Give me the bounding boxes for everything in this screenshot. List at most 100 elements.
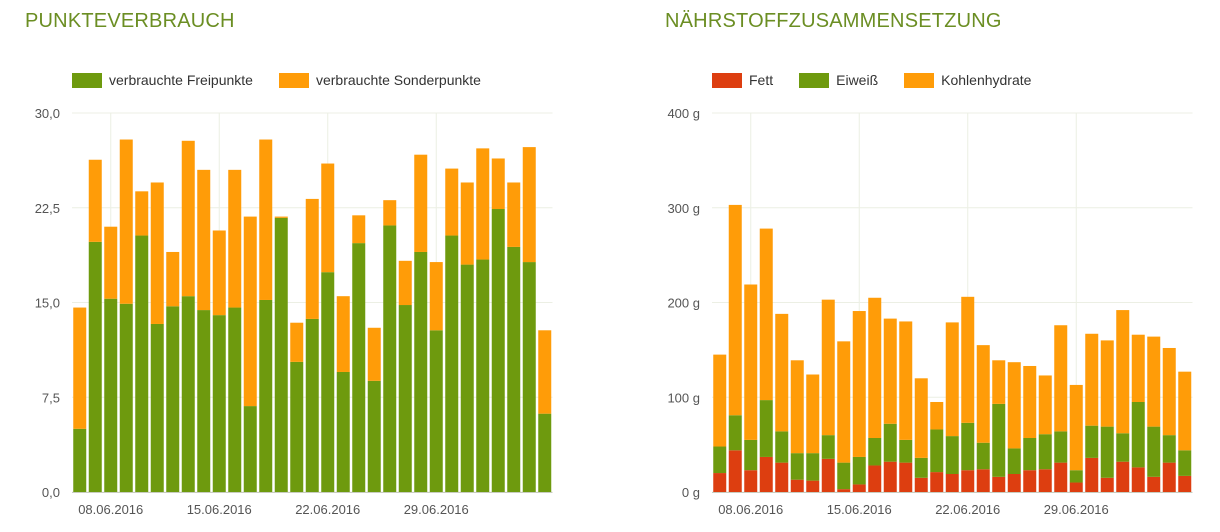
naehrstoff-bar-kohlenhydrate-6[interactable]: [806, 374, 820, 454]
naehrstoff-bar-eiweiß-23[interactable]: [1069, 470, 1083, 483]
naehrstoff-bar-kohlenhydrate-17[interactable]: [976, 345, 990, 443]
punkte-bar-verbrauchte-sonderpunkte-23[interactable]: [429, 262, 443, 331]
naehrstoff-bar-kohlenhydrate-29[interactable]: [1162, 347, 1176, 436]
naehrstoff-bar-fett-9[interactable]: [852, 484, 866, 492]
naehrstoff-bar-fett-20[interactable]: [1023, 470, 1037, 492]
naehrstoff-bar-eiweiß-4[interactable]: [775, 431, 789, 463]
punkte-bar-verbrauchte-freipunkte-13[interactable]: [274, 217, 288, 492]
punkte-bar-verbrauchte-freipunkte-25[interactable]: [460, 264, 474, 492]
punkte-bar-verbrauchte-freipunkte-15[interactable]: [305, 318, 319, 492]
naehrstoff-bar-eiweiß-2[interactable]: [744, 439, 758, 471]
punkte-bar-verbrauchte-freipunkte-14[interactable]: [290, 361, 304, 492]
punkte-bar-verbrauchte-sonderpunkte-1[interactable]: [88, 159, 102, 242]
naehrstoff-bar-eiweiß-11[interactable]: [883, 423, 897, 462]
punkte-bar-verbrauchte-freipunkte-2[interactable]: [104, 298, 118, 492]
naehrstoff-bar-fett-18[interactable]: [992, 476, 1006, 492]
punkte-bar-verbrauchte-sonderpunkte-29[interactable]: [522, 147, 536, 263]
naehrstoff-bar-fett-13[interactable]: [914, 477, 928, 492]
legend-item-eiweiss[interactable]: Eiweiß: [799, 72, 878, 88]
naehrstoff-bar-eiweiß-30[interactable]: [1178, 450, 1192, 476]
naehrstoff-bar-fett-3[interactable]: [759, 456, 773, 492]
naehrstoff-bar-kohlenhydrate-12[interactable]: [899, 321, 913, 440]
naehrstoff-bar-fett-24[interactable]: [1085, 457, 1099, 492]
punkte-bar-verbrauchte-sonderpunkte-8[interactable]: [197, 169, 211, 311]
punkte-bar-verbrauchte-sonderpunkte-25[interactable]: [460, 182, 474, 265]
naehrstoff-bar-fett-21[interactable]: [1038, 469, 1052, 492]
naehrstoff-bar-kohlenhydrate-21[interactable]: [1038, 375, 1052, 435]
naehrstoff-bar-eiweiß-13[interactable]: [914, 457, 928, 478]
naehrstoff-bar-fett-7[interactable]: [821, 458, 835, 492]
naehrstoff-bar-fett-25[interactable]: [1100, 477, 1114, 492]
naehrstoff-bar-eiweiß-8[interactable]: [837, 462, 851, 490]
naehrstoff-bar-kohlenhydrate-5[interactable]: [790, 360, 804, 454]
punkte-bar-verbrauchte-sonderpunkte-27[interactable]: [491, 158, 505, 210]
punkte-bar-verbrauchte-sonderpunkte-5[interactable]: [150, 182, 164, 324]
punkte-bar-verbrauchte-freipunkte-22[interactable]: [414, 251, 428, 492]
punkte-bar-verbrauchte-sonderpunkte-13[interactable]: [274, 216, 288, 218]
naehrstoff-bar-kohlenhydrate-20[interactable]: [1023, 365, 1037, 438]
punkte-bar-verbrauchte-freipunkte-21[interactable]: [398, 305, 412, 492]
legend-item-freipunkte[interactable]: verbrauchte Freipunkte: [72, 72, 253, 88]
naehrstoff-bar-eiweiß-3[interactable]: [759, 400, 773, 457]
punkte-bar-verbrauchte-freipunkte-16[interactable]: [321, 272, 335, 492]
punkte-bar-verbrauchte-sonderpunkte-18[interactable]: [352, 215, 366, 244]
punkte-bar-verbrauchte-sonderpunkte-30[interactable]: [538, 330, 552, 414]
naehrstoff-bar-kohlenhydrate-9[interactable]: [852, 311, 866, 457]
naehrstoff-bar-fett-27[interactable]: [1131, 467, 1145, 492]
punkte-bar-verbrauchte-sonderpunkte-3[interactable]: [119, 139, 133, 304]
naehrstoff-bar-eiweiß-9[interactable]: [852, 456, 866, 485]
punkte-bar-verbrauchte-freipunkte-18[interactable]: [352, 243, 366, 492]
naehrstoff-bar-eiweiß-10[interactable]: [868, 437, 882, 466]
legend-item-fett[interactable]: Fett: [712, 72, 773, 88]
naehrstoff-bar-fett-15[interactable]: [945, 473, 959, 492]
naehrstoff-bar-kohlenhydrate-28[interactable]: [1147, 336, 1161, 427]
naehrstoff-bar-kohlenhydrate-14[interactable]: [930, 401, 944, 430]
punkte-bar-verbrauchte-sonderpunkte-11[interactable]: [243, 216, 257, 407]
punkte-bar-verbrauchte-sonderpunkte-24[interactable]: [445, 168, 459, 236]
naehrstoff-bar-eiweiß-1[interactable]: [728, 415, 742, 451]
naehrstoff-bar-kohlenhydrate-1[interactable]: [728, 204, 742, 416]
naehrstoff-bar-eiweiß-19[interactable]: [1007, 448, 1021, 474]
naehrstoff-bar-fett-19[interactable]: [1007, 473, 1021, 492]
naehrstoff-bar-fett-0[interactable]: [713, 473, 727, 492]
naehrstoff-bar-fett-16[interactable]: [961, 470, 975, 492]
naehrstoff-bar-eiweiß-26[interactable]: [1116, 433, 1130, 462]
naehrstoff-bar-eiweiß-28[interactable]: [1147, 426, 1161, 477]
punkte-bar-verbrauchte-sonderpunkte-21[interactable]: [398, 260, 412, 306]
naehrstoff-bar-fett-10[interactable]: [868, 465, 882, 492]
punkte-bar-verbrauchte-sonderpunkte-20[interactable]: [383, 200, 397, 226]
naehrstoff-bar-fett-2[interactable]: [744, 470, 758, 492]
naehrstoff-bar-eiweiß-17[interactable]: [976, 442, 990, 470]
naehrstoff-bar-kohlenhydrate-16[interactable]: [961, 296, 975, 423]
naehrstoff-bar-fett-22[interactable]: [1054, 462, 1068, 492]
naehrstoff-bar-fett-17[interactable]: [976, 469, 990, 492]
punkte-bar-verbrauchte-sonderpunkte-4[interactable]: [135, 191, 149, 236]
naehrstoff-bar-kohlenhydrate-19[interactable]: [1007, 362, 1021, 449]
naehrstoff-bar-fett-29[interactable]: [1162, 462, 1176, 492]
punkte-bar-verbrauchte-sonderpunkte-2[interactable]: [104, 226, 118, 299]
naehrstoff-bar-kohlenhydrate-27[interactable]: [1131, 334, 1145, 402]
legend-item-sonderpunkte[interactable]: verbrauchte Sonderpunkte: [278, 72, 481, 88]
naehrstoff-bar-fett-30[interactable]: [1178, 475, 1192, 492]
naehrstoff-bar-kohlenhydrate-8[interactable]: [837, 341, 851, 463]
naehrstoff-bar-fett-4[interactable]: [775, 462, 789, 492]
naehrstoff-bar-eiweiß-20[interactable]: [1023, 437, 1037, 471]
naehrstoff-bar-kohlenhydrate-23[interactable]: [1069, 384, 1083, 471]
naehrstoff-bar-eiweiß-22[interactable]: [1054, 431, 1068, 463]
naehrstoff-bar-fett-28[interactable]: [1147, 476, 1161, 492]
naehrstoff-bar-eiweiß-5[interactable]: [790, 453, 804, 480]
punkte-bar-verbrauchte-freipunkte-29[interactable]: [522, 262, 536, 492]
naehrstoff-bar-eiweiß-29[interactable]: [1162, 435, 1176, 463]
punkte-bar-verbrauchte-freipunkte-9[interactable]: [212, 315, 226, 492]
punkte-bar-verbrauchte-freipunkte-26[interactable]: [476, 259, 490, 492]
punkte-bar-verbrauchte-sonderpunkte-17[interactable]: [336, 296, 350, 372]
naehrstoff-bar-fett-8[interactable]: [837, 489, 851, 492]
naehrstoff-bar-kohlenhydrate-4[interactable]: [775, 313, 789, 432]
punkte-bar-verbrauchte-sonderpunkte-9[interactable]: [212, 230, 226, 316]
punkte-bar-verbrauchte-sonderpunkte-22[interactable]: [414, 154, 428, 252]
punkte-bar-verbrauchte-freipunkte-28[interactable]: [507, 246, 521, 492]
punkte-bar-verbrauchte-freipunkte-8[interactable]: [197, 310, 211, 492]
naehrstoff-bar-fett-11[interactable]: [883, 461, 897, 492]
punkte-bar-verbrauchte-sonderpunkte-26[interactable]: [476, 148, 490, 260]
punkte-bar-verbrauchte-sonderpunkte-16[interactable]: [321, 163, 335, 273]
